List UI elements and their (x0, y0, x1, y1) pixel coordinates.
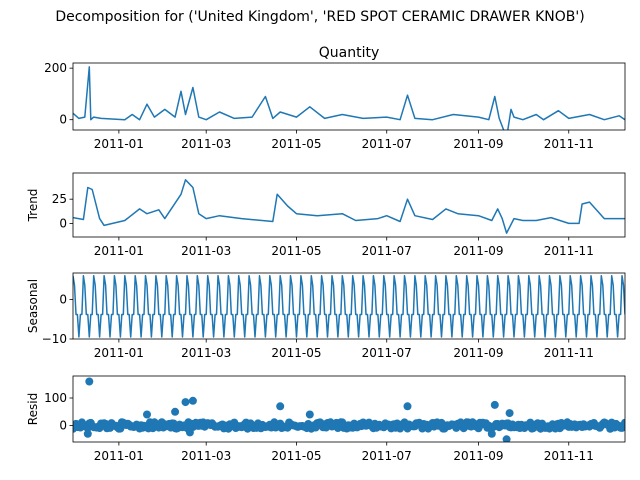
resid-point (276, 402, 284, 410)
quantity-xtick-label: 2011-05 (271, 137, 321, 151)
resid-point (189, 397, 197, 405)
trend-panel: 0 25 2011-01 2011-03 2011-05 2011-07 2011-09 20… (26, 173, 625, 258)
quantity-xtick-label: 2011-07 (362, 137, 412, 151)
resid-xtick-label: 2011-05 (271, 449, 321, 463)
trend-xtick-label: 2011-07 (362, 244, 412, 258)
resid-point (506, 409, 514, 417)
resid-point (186, 428, 194, 436)
quantity-axes-frame (73, 63, 625, 130)
resid-panel: 0 100 2011-01 2011-03 2011-05 2011-07 2011-09 2… (26, 376, 629, 463)
resid-point (85, 378, 93, 386)
resid-ytick-label: 100 (44, 391, 67, 405)
seasonal-xtick-label: 2011-11 (544, 346, 594, 360)
resid-point (171, 408, 179, 416)
resid-point (404, 402, 412, 410)
trend-ylabel: Trend (26, 189, 40, 223)
resid-point (84, 430, 92, 438)
resid-xtick-label: 2011-11 (544, 449, 594, 463)
resid-point (182, 398, 190, 406)
quantity-panel: 0 200 2011-01 2011-03 2011-05 2011-07 2011-09 2… (44, 61, 625, 151)
seasonal-panel: −10 0 2011-01 2011-03 2011-05 2011-07 2011-09 2… (26, 273, 625, 360)
resid-point (491, 401, 499, 409)
resid-xtick-label: 2011-01 (94, 449, 144, 463)
trend-axes-frame (73, 173, 625, 237)
quantity-ytick-label: 0 (59, 113, 67, 127)
trend-ytick-label: 25 (52, 192, 67, 206)
trend-xtick-label: 2011-09 (453, 244, 503, 258)
seasonal-xtick-label: 2011-01 (94, 346, 144, 360)
seasonal-xtick-label: 2011-07 (362, 346, 412, 360)
trend-plot-area (73, 180, 625, 233)
seasonal-ytick-label: −10 (42, 332, 67, 346)
quantity-ytick-label: 200 (44, 61, 67, 75)
figure-suptitle: Decomposition for ('United Kingdom', 'RE… (55, 9, 584, 25)
quantity-series-line (73, 67, 625, 138)
resid-xtick-label: 2011-03 (181, 449, 231, 463)
quantity-plot-area (73, 67, 625, 138)
resid-point (488, 430, 496, 438)
resid-point (143, 411, 151, 419)
seasonal-plot-area (73, 276, 625, 337)
seasonal-ylabel: Seasonal (26, 279, 40, 333)
seasonal-series-line (73, 276, 625, 337)
resid-plot-area (69, 378, 629, 444)
trend-xtick-label: 2011-05 (271, 244, 321, 258)
resid-xtick-label: 2011-09 (453, 449, 503, 463)
quantity-xtick-label: 2011-11 (544, 137, 594, 151)
seasonal-xtick-label: 2011-05 (271, 346, 321, 360)
quantity-xtick-label: 2011-01 (94, 137, 144, 151)
resid-ylabel: Resid (26, 393, 40, 425)
trend-xtick-label: 2011-03 (181, 244, 231, 258)
trend-series-line (73, 180, 625, 233)
seasonal-ytick-label: 0 (59, 292, 67, 306)
resid-point (306, 411, 314, 419)
trend-xtick-label: 2011-01 (94, 244, 144, 258)
quantity-xtick-label: 2011-03 (181, 137, 231, 151)
seasonal-xtick-label: 2011-09 (453, 346, 503, 360)
quantity-panel-title: Quantity (319, 45, 380, 61)
resid-xtick-label: 2011-07 (362, 449, 412, 463)
trend-ytick-label: 0 (59, 216, 67, 230)
quantity-xtick-label: 2011-09 (453, 137, 503, 151)
seasonal-xtick-label: 2011-03 (181, 346, 231, 360)
resid-ytick-label: 0 (59, 419, 67, 433)
trend-xtick-label: 2011-11 (544, 244, 594, 258)
